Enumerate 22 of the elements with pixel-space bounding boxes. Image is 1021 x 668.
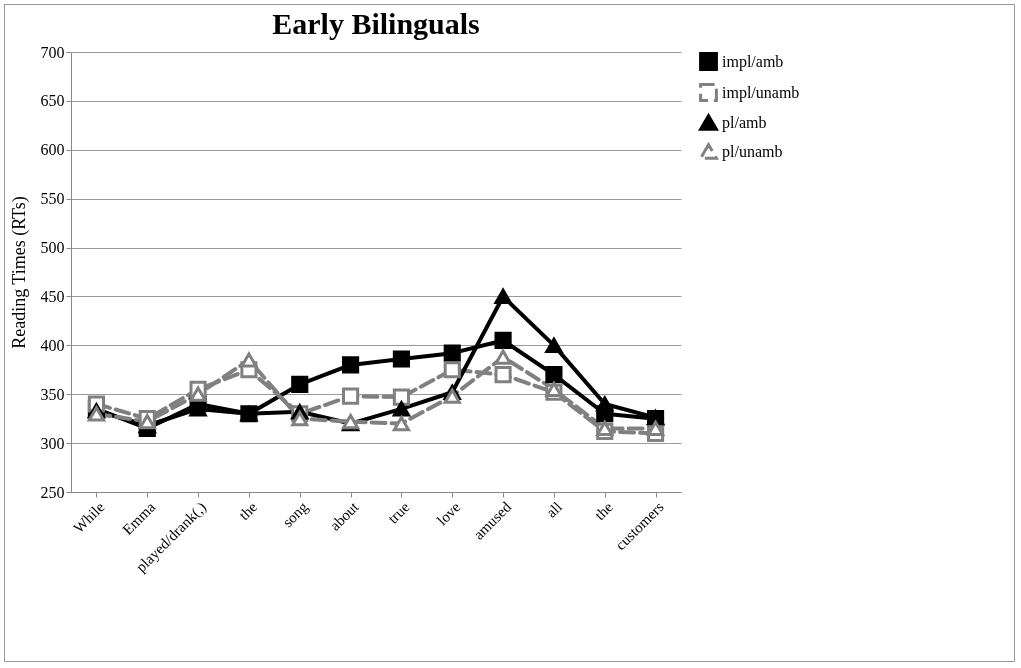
legend-label: pl/amb <box>722 113 767 132</box>
y-tick-label: 300 <box>40 434 65 452</box>
legend-label: pl/unamb <box>722 142 783 161</box>
x-tick-label: the <box>591 498 617 524</box>
x-tick-label: the <box>235 498 261 524</box>
legend-label: impl/amb <box>722 52 784 71</box>
x-tick-label: all <box>543 498 566 521</box>
chart-title: Early Bilinguals <box>272 7 480 40</box>
y-tick-label: 400 <box>40 336 65 354</box>
y-tick-label: 350 <box>40 385 65 403</box>
y-axis-title: Reading Times (RTs) <box>8 196 30 349</box>
y-tick-label: 550 <box>40 190 65 208</box>
y-tick-label: 500 <box>40 239 65 257</box>
y-tick-label: 600 <box>40 141 65 159</box>
legend-label: impl/unamb <box>722 83 800 102</box>
y-tick-label: 650 <box>40 92 65 110</box>
x-tick-label: true <box>384 498 413 527</box>
x-tick-label: song <box>279 498 312 531</box>
y-tick-label: 450 <box>40 287 65 305</box>
y-tick-label: 250 <box>40 483 65 501</box>
y-tick-label: 700 <box>40 43 65 61</box>
x-tick-label: love <box>433 498 464 529</box>
